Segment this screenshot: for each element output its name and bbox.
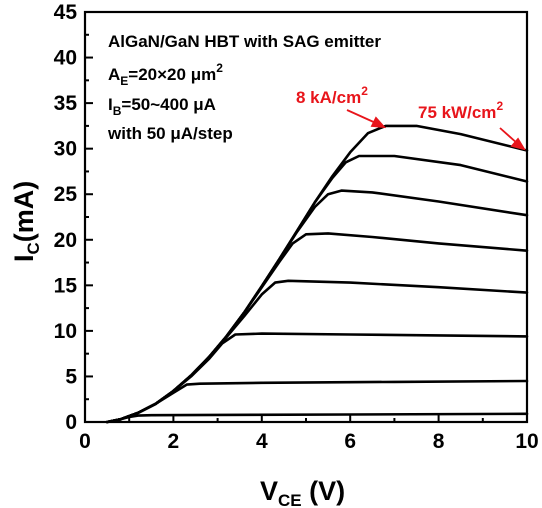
current-density-label: 8 kA/cm2 (296, 84, 368, 107)
power-density-label: 75 kW/cm2 (418, 99, 503, 122)
ic-curve-4 (105, 279, 529, 424)
ic-curve-3 (105, 332, 529, 424)
y-tick-label-0: 0 (65, 411, 77, 434)
x-tick-label-3: 6 (344, 430, 356, 453)
x-axis-title: VCE (V) (260, 476, 345, 508)
current-density-arrow (346, 109, 379, 125)
y-tick-label-1: 5 (65, 365, 77, 388)
y-axis-title: IC(mA) (9, 181, 43, 262)
y-tick-label-2: 10 (54, 320, 77, 343)
ic-curve-1 (105, 412, 529, 424)
x-axis-ticks: 0 2 4 6 8 10 (79, 414, 539, 453)
power-density-arrowhead (510, 137, 526, 151)
y-tick-label-6: 30 (54, 138, 77, 161)
ic-curves (105, 124, 529, 424)
x-tick-label-5: 10 (515, 430, 538, 453)
x-tick-label-1: 2 (168, 430, 180, 453)
y-tick-label-5: 25 (54, 183, 78, 206)
y-axis-ticks: 0 5 10 15 20 25 30 35 40 45 (54, 1, 93, 434)
y-tick-label-9: 45 (54, 1, 78, 24)
step-label: with 50 μA/step (107, 124, 233, 143)
ic-curve-6 (105, 189, 529, 424)
area-label: AE=20×20 μm2 (108, 61, 223, 88)
y-tick-label-8: 40 (54, 47, 77, 70)
x-tick-label-0: 0 (79, 430, 91, 453)
x-tick-label-2: 4 (256, 430, 268, 453)
annotation-arrows (346, 109, 526, 151)
y-tick-label-4: 20 (54, 229, 77, 252)
y-tick-label-7: 35 (54, 92, 78, 115)
ib-label: IB=50~400 μA (108, 95, 216, 118)
y-tick-label-3: 15 (54, 274, 78, 297)
x-tick-label-4: 8 (433, 430, 445, 453)
ic-curve-8 (105, 124, 529, 424)
device-label: AlGaN/GaN HBT with SAG emitter (108, 32, 381, 51)
current-density-arrowhead (370, 116, 387, 129)
